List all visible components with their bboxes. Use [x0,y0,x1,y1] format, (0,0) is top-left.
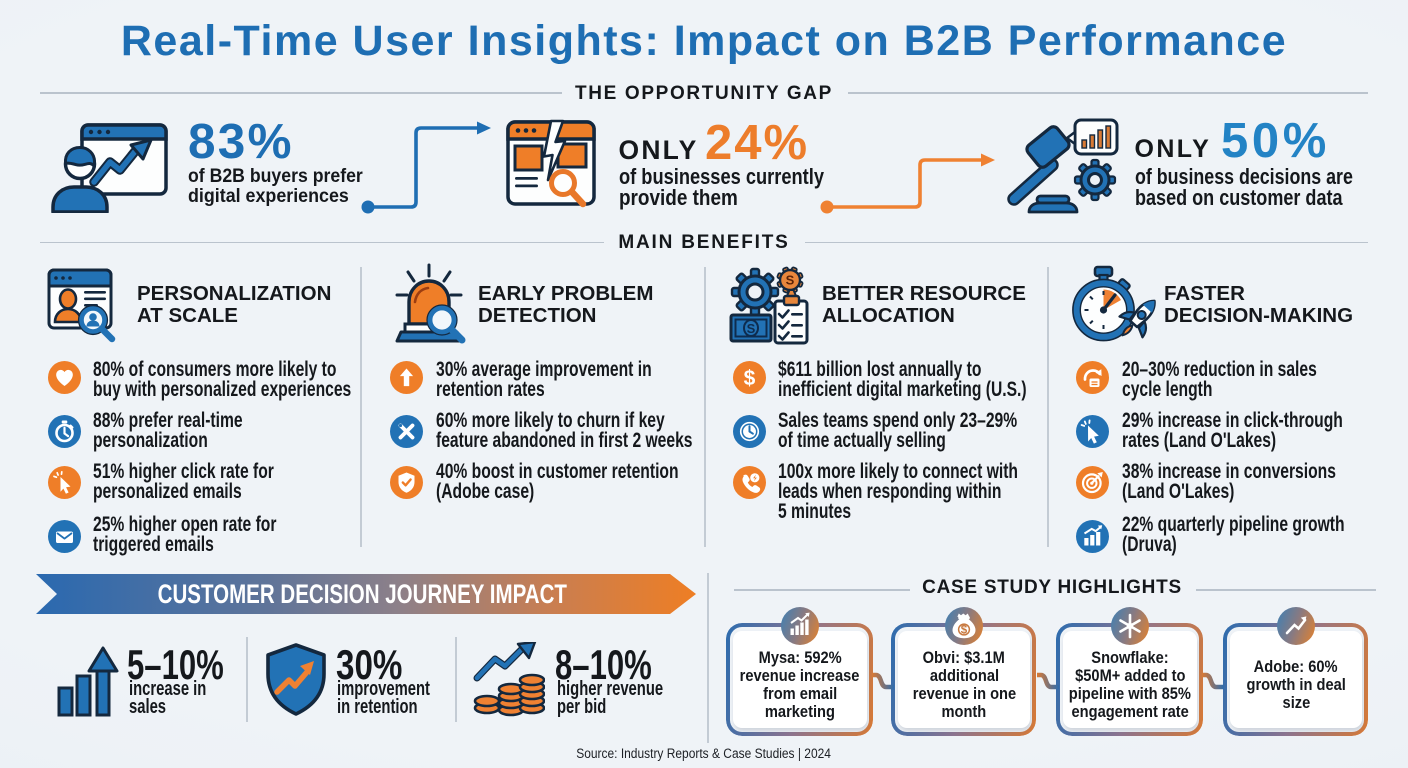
svg-text:$: $ [744,367,756,390]
svg-text:S: S [786,273,795,288]
svg-text:S: S [747,321,756,336]
svg-text:$: $ [961,624,968,636]
